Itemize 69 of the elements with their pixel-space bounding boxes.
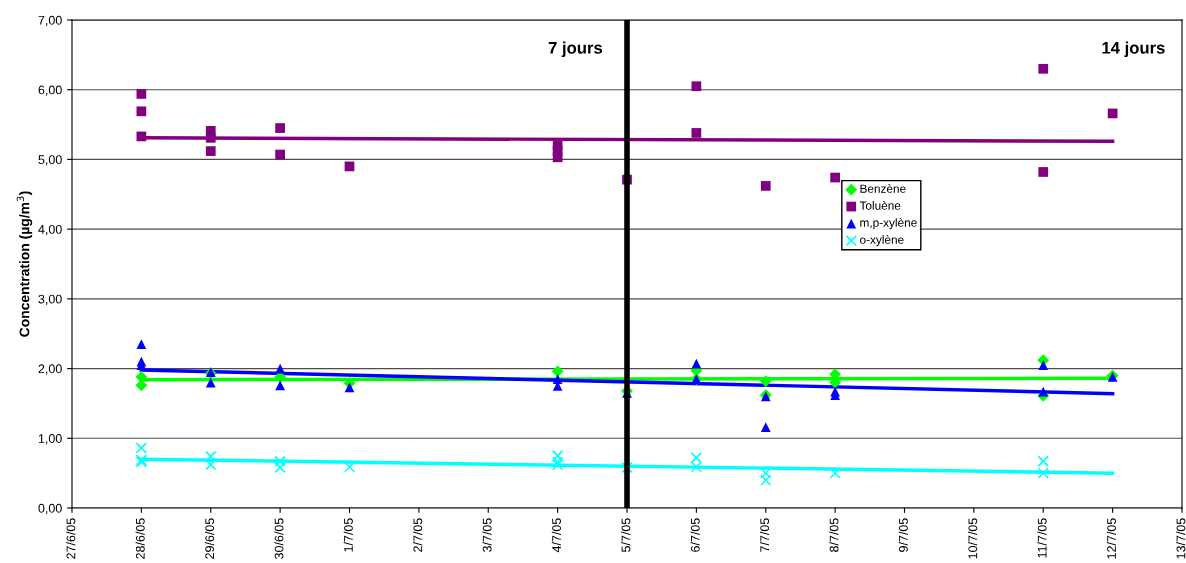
point <box>1038 63 1049 74</box>
point <box>759 375 772 388</box>
point <box>205 146 216 156</box>
y-tick-label: 0,00 <box>38 503 62 515</box>
x-tick-label: 30/6/05 <box>274 518 284 559</box>
x-tick-label: 29/6/05 <box>204 518 215 559</box>
point <box>136 106 147 117</box>
point <box>552 374 563 384</box>
point <box>691 358 702 369</box>
x-tick-label: 7/7/05 <box>759 518 770 552</box>
point <box>691 81 702 92</box>
x-tick-label: 1/7/05 <box>343 518 353 552</box>
point <box>136 89 147 99</box>
x-tick-label: 8/7/05 <box>829 518 839 552</box>
annotation: 7 jours <box>548 41 603 58</box>
y-tick-label: 4,00 <box>38 224 62 236</box>
point <box>691 128 702 138</box>
point <box>760 181 771 191</box>
point <box>274 455 286 467</box>
x-tick-label: 13/7/05 <box>1176 518 1186 559</box>
legend-label: o-xylène <box>860 235 904 247</box>
x-tick-label: 5/7/05 <box>621 518 631 552</box>
y-tick-label: 7,00 <box>38 15 62 27</box>
y-tick-label: 1,00 <box>38 434 62 445</box>
point <box>205 450 217 463</box>
point <box>760 422 771 432</box>
point <box>1037 455 1049 467</box>
legend-label: Toluène <box>859 200 901 210</box>
x-tick-label: 6/7/05 <box>690 518 700 552</box>
point <box>275 149 285 160</box>
x-tick-label: 3/7/05 <box>482 518 492 552</box>
x-tick-label: 9/7/05 <box>898 518 908 552</box>
point <box>275 380 285 391</box>
point <box>274 461 286 474</box>
point <box>135 442 148 454</box>
y-tick-label: 6,00 <box>38 85 62 96</box>
point <box>275 363 285 374</box>
y-tick-label: 3,00 <box>38 294 62 305</box>
point <box>551 365 564 378</box>
x-tick-label: 12/7/05 <box>1106 518 1116 559</box>
point <box>552 152 563 163</box>
y-axis-title: Concentration (µg/m$^{3}$) <box>16 191 33 337</box>
x-tick-label: 2/7/05 <box>413 518 423 552</box>
x-tick-label: 4/7/05 <box>551 518 561 553</box>
point <box>760 474 772 486</box>
legend-label: Benzène <box>860 184 906 193</box>
point <box>135 371 148 383</box>
x-tick-label: 27/6/05 <box>66 518 76 559</box>
x-tick-label: 11/7/05 <box>1037 518 1047 558</box>
point <box>1038 360 1049 370</box>
point <box>690 461 703 473</box>
x-tick-label: 10/7/05 <box>968 518 978 559</box>
y-tick-label: 5,00 <box>38 155 62 166</box>
annotation: 14 jours <box>1102 41 1165 58</box>
point <box>205 377 216 388</box>
y-tick-label: 2,00 <box>38 364 62 375</box>
x-tick-label: 28/6/05 <box>135 518 145 559</box>
point <box>275 123 285 133</box>
point <box>1037 467 1049 479</box>
legend-label: m,p-xylène <box>860 218 917 230</box>
point <box>1038 386 1049 397</box>
point <box>830 172 840 183</box>
point <box>344 382 355 393</box>
point <box>551 450 564 462</box>
point <box>205 132 216 143</box>
point <box>136 339 147 350</box>
point <box>1038 167 1049 177</box>
point <box>829 467 841 479</box>
point <box>690 452 703 464</box>
